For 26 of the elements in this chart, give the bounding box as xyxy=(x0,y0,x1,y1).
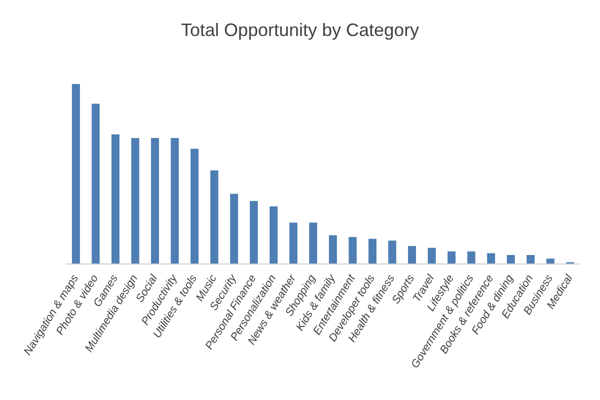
bar xyxy=(348,237,357,264)
bar xyxy=(428,248,436,264)
bar xyxy=(506,255,515,264)
bar xyxy=(151,138,160,264)
bar xyxy=(289,222,298,264)
bar xyxy=(131,138,140,264)
bar xyxy=(388,240,396,264)
bar xyxy=(111,134,120,264)
bar xyxy=(210,170,218,264)
bar xyxy=(190,148,199,264)
bar xyxy=(328,235,337,264)
bar xyxy=(368,238,376,264)
bar xyxy=(230,194,238,264)
bar xyxy=(170,138,179,264)
chart-title: Total Opportunity by Category xyxy=(180,19,420,42)
bar xyxy=(408,246,416,264)
bar xyxy=(448,251,456,264)
bar xyxy=(270,206,278,264)
bar xyxy=(487,253,496,264)
bar xyxy=(526,255,535,264)
bar xyxy=(250,201,258,264)
bar xyxy=(92,104,100,264)
bar xyxy=(72,84,80,264)
bar xyxy=(546,258,554,264)
bar xyxy=(309,222,318,264)
bar xyxy=(467,251,476,264)
